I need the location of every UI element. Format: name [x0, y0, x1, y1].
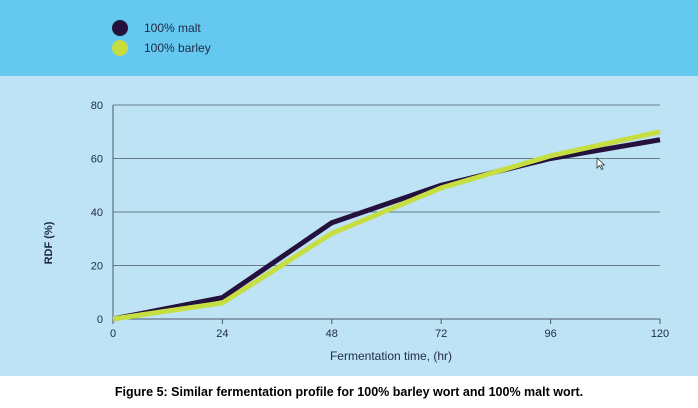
tick-labels: 0 20 40 60 80 0 24 48 72 96 120	[91, 100, 669, 340]
y-tick-label: 40	[91, 207, 103, 219]
series-line-100-barley	[112, 129, 661, 322]
x-tick-label: 120	[651, 328, 669, 340]
y-tick-label: 20	[91, 261, 103, 273]
legend-swatch-barley	[112, 40, 128, 56]
y-tick-label: 60	[91, 154, 103, 166]
series-lines	[112, 129, 661, 322]
axes	[112, 105, 661, 324]
legend-item-barley: 100% barley	[112, 38, 211, 58]
legend-label-malt: 100% malt	[144, 21, 201, 35]
figure-caption: Figure 5: Similar fermentation profile f…	[114, 385, 584, 399]
x-axis-label: Fermentation time, (hr)	[330, 349, 452, 363]
legend-swatch-malt	[112, 20, 128, 36]
y-axis-label: RDF (%)	[43, 221, 55, 264]
x-tick-label: 0	[110, 328, 116, 340]
legend-item-malt: 100% malt	[112, 18, 201, 38]
y-tick-label: 0	[97, 314, 103, 326]
y-tick-label: 80	[91, 100, 103, 112]
x-tick-label: 48	[326, 328, 338, 340]
mouse-pointer-icon	[596, 157, 606, 171]
x-tick-label: 96	[544, 328, 556, 340]
grid-lines	[113, 104, 660, 266]
legend-band: 100% malt 100% barley	[0, 0, 698, 76]
series-line-100-malt	[112, 137, 661, 322]
chart: 0 20 40 60 80 0 24 48 72 96 120 Fermentation time,…	[43, 100, 669, 363]
x-tick-label: 24	[216, 328, 228, 340]
x-tick-label: 72	[435, 328, 447, 340]
legend-label-barley: 100% barley	[144, 41, 211, 55]
